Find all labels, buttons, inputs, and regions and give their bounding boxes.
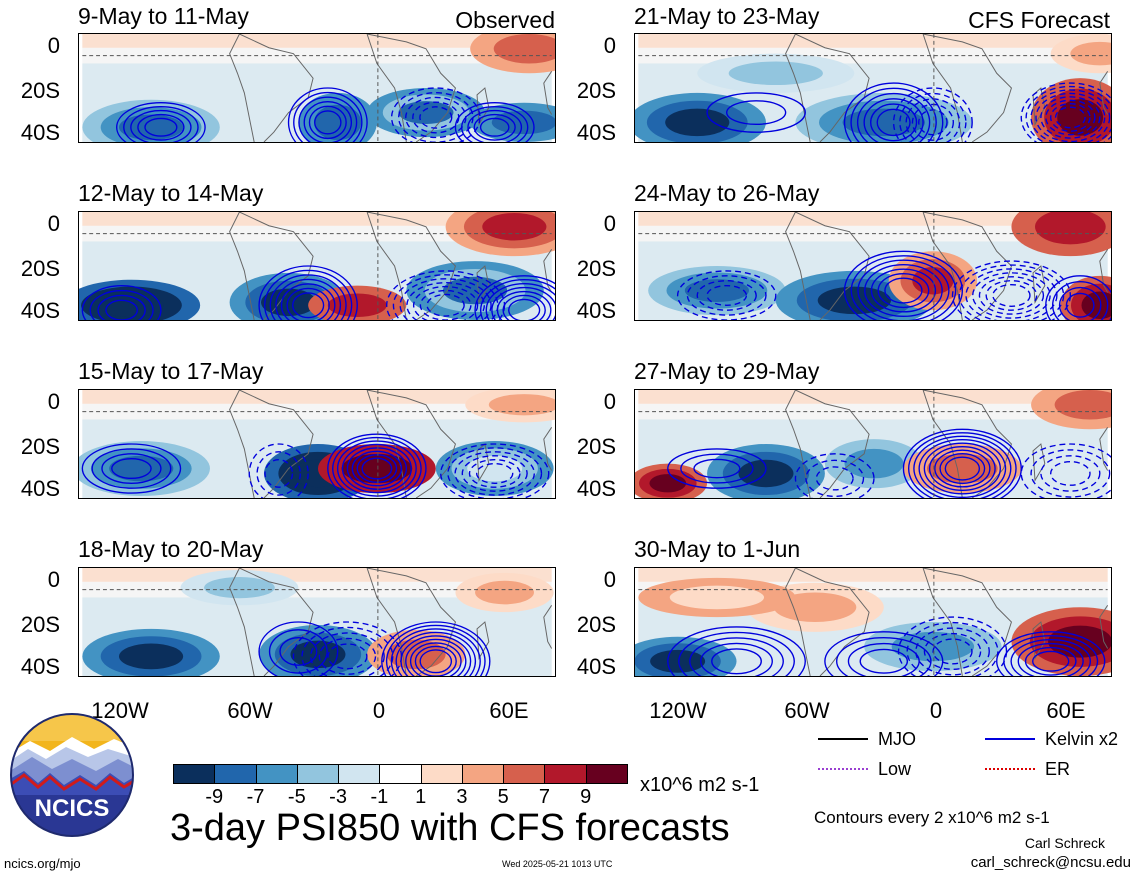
- colorbar-tick-label: -3: [329, 786, 347, 808]
- lat-label-0: 0: [603, 389, 616, 414]
- colorbar-swatch: [255, 764, 298, 784]
- panel-title-2: 12-May to 14-May: [78, 180, 264, 206]
- colorbar-swatch: [296, 764, 340, 784]
- map-panel-6: [634, 211, 1112, 321]
- map-panel-4: [78, 567, 556, 677]
- lat-label-0: 0: [47, 389, 60, 414]
- author-email: carl_schreck@ncsu.edu: [970, 854, 1131, 871]
- ncics-logo: NCICS: [10, 713, 134, 837]
- lat-label-40s: 40S: [20, 476, 60, 501]
- colorbar-swatch: [461, 764, 505, 784]
- lat-label-20s: 20S: [576, 434, 616, 459]
- lat-label-20s: 20S: [576, 78, 616, 103]
- lat-label-40s: 40S: [576, 298, 616, 323]
- lat-label-20s: 20S: [20, 434, 60, 459]
- legend-kelvin: Kelvin x2: [1045, 729, 1119, 749]
- lon-label-120w-right: 120W: [649, 698, 707, 723]
- colorbar-units: x10^6 m2 s-1: [640, 774, 760, 796]
- map-panel-1: [78, 33, 556, 143]
- lon-label-60e-right: 60E: [1046, 698, 1086, 723]
- map-panel-2: [78, 211, 556, 321]
- colorbar: [173, 764, 628, 786]
- panel-title-7: 27-May to 29-May: [634, 358, 820, 384]
- legend-swatches-right: [985, 738, 1035, 770]
- colorbar-tick-label: 1: [415, 786, 427, 808]
- lat-label-40s: 40S: [20, 120, 60, 145]
- colorbar-swatch: [544, 764, 587, 784]
- map-panel-8: [634, 567, 1112, 677]
- map-panel-7: [634, 389, 1112, 499]
- colorbar-swatch: [420, 764, 463, 784]
- lat-label-40s: 40S: [20, 654, 60, 679]
- colorbar-tick-label: 9: [580, 786, 592, 808]
- logo-text: NCICS: [35, 795, 110, 822]
- colorbar-swatch: [173, 764, 216, 784]
- lat-label-20s: 20S: [576, 256, 616, 281]
- lon-label-60w-right: 60W: [784, 698, 830, 723]
- colorbar-tick-label: 7: [538, 786, 551, 808]
- colorbar-tick-label: 5: [497, 786, 509, 808]
- lat-label-0: 0: [603, 211, 616, 236]
- colorbar-swatch: [503, 764, 546, 784]
- author-name: Carl Schreck: [1024, 835, 1105, 851]
- panel-title-3: 15-May to 17-May: [78, 358, 264, 384]
- legend-swatches-left: [818, 738, 868, 770]
- panel-title-5: 21-May to 23-May: [634, 3, 820, 29]
- timestamp: Wed 2025-05-21 1013 UTC: [502, 859, 613, 869]
- lat-label-0: 0: [603, 33, 616, 58]
- lon-label-120w-left: 120W: [91, 698, 149, 723]
- lat-label-40s: 40S: [576, 476, 616, 501]
- colorbar-swatch: [338, 764, 381, 784]
- lon-label-0-right: 0: [929, 698, 943, 723]
- colorbar-tick-label: 3: [456, 786, 468, 808]
- legend-mjo: MJO: [878, 729, 916, 749]
- lat-label-20s: 20S: [20, 256, 60, 281]
- colorbar-swatch: [214, 764, 257, 784]
- map-panel-5: [634, 33, 1112, 143]
- contour-note: Contours every 2 x10^6 m2 s-1: [814, 808, 1050, 827]
- panel-title-6: 24-May to 26-May: [634, 180, 820, 206]
- lat-label-40s: 40S: [576, 654, 616, 679]
- panel-title-4: 18-May to 20-May: [78, 536, 264, 562]
- colorbar-swatch: [379, 764, 422, 784]
- main-title: 3-day PSI850 with CFS forecasts: [170, 807, 730, 849]
- lat-label-40s: 40S: [20, 298, 60, 323]
- lat-label-0: 0: [47, 567, 60, 592]
- lon-label-60w-left: 60W: [227, 698, 273, 723]
- legend-er: ER: [1045, 759, 1071, 779]
- panel-tag-cfs: CFS Forecast: [968, 7, 1110, 33]
- lon-label-60e-left: 60E: [489, 698, 529, 723]
- website-link[interactable]: ncics.org/mjo: [4, 856, 81, 871]
- panel-tag-observed: Observed: [455, 7, 555, 33]
- lat-label-0: 0: [47, 211, 60, 236]
- legend-low: Low: [878, 759, 912, 779]
- panel-title-1: 9-May to 11-May: [78, 3, 249, 29]
- map-panel-3: [78, 389, 556, 499]
- colorbar-swatch: [585, 764, 628, 784]
- lat-label-0: 0: [47, 33, 60, 58]
- lon-label-0-left: 0: [372, 698, 386, 723]
- colorbar-tick-label: -1: [370, 786, 389, 808]
- lat-label-0: 0: [603, 567, 616, 592]
- panel-title-8: 30-May to 1-Jun: [634, 536, 801, 562]
- lat-label-20s: 20S: [20, 612, 60, 637]
- colorbar-tick-label: -5: [287, 786, 306, 808]
- lat-label-40s: 40S: [576, 120, 616, 145]
- lat-label-20s: 20S: [576, 612, 616, 637]
- lat-label-20s: 20S: [20, 78, 60, 103]
- colorbar-tick-label: -7: [246, 786, 265, 808]
- colorbar-tick-label: -9: [205, 786, 224, 808]
